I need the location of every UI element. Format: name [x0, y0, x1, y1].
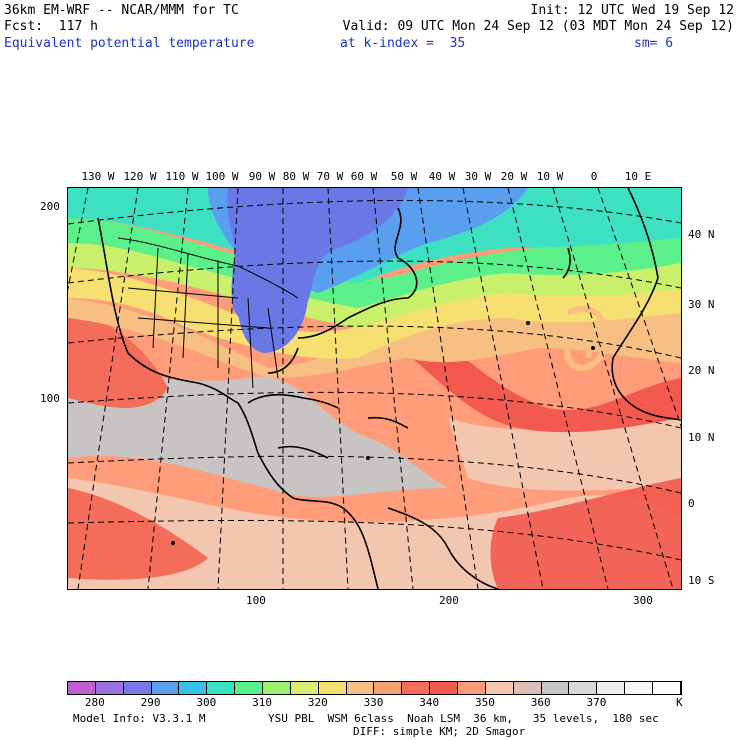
colorbar-swatch	[207, 682, 236, 694]
lon-label: 80 W	[282, 170, 310, 183]
field-peach-east	[448, 418, 681, 491]
field-yellow-green	[68, 243, 681, 328]
lon-label: 100 W	[205, 170, 239, 183]
map-canvas	[68, 188, 681, 589]
colorbar-swatch	[235, 682, 264, 694]
political-borders	[117, 237, 299, 389]
lat-label: 20 N	[688, 364, 715, 377]
colorbar-label: 290	[140, 696, 161, 709]
field-red-southwest	[68, 488, 208, 580]
valid-time: Valid: 09 UTC Mon 24 Sep 12 (03 MDT Mon …	[342, 19, 734, 34]
field-red-west	[68, 308, 168, 408]
colorbar-swatch	[569, 682, 598, 694]
colorbar-swatch	[374, 682, 403, 694]
theta-e-map	[67, 187, 682, 590]
y-grid-label-200: 200	[40, 200, 60, 213]
lon-label: 110 W	[165, 170, 199, 183]
colorbar-label: 340	[419, 696, 440, 709]
colorbar-swatch	[458, 682, 486, 694]
lon-label: 10 E	[624, 170, 652, 183]
lat-label: 0	[688, 497, 695, 510]
lon-label: 20 W	[500, 170, 528, 183]
colorbar-swatch	[430, 682, 459, 694]
colorbar-label: 350	[475, 696, 495, 709]
lon-label: 0	[590, 170, 598, 183]
forecast-hour: Fcst: 117 h	[4, 19, 98, 34]
x-grid-label-300: 300	[633, 594, 653, 607]
init-time: Init: 12 UTC Wed 19 Sep 12	[530, 3, 735, 18]
x-grid-label-200: 200	[439, 594, 459, 607]
field-gray-band	[68, 375, 448, 497]
lon-label: 60 W	[350, 170, 378, 183]
colorbar-swatch	[653, 682, 681, 694]
colorbar-swatch	[513, 682, 542, 694]
physics-info: YSU PBL WSM 6class Noah LSM 36 km, 35 le…	[268, 712, 659, 725]
colorbar-label: 280	[84, 696, 105, 709]
lat-label: 10 N	[688, 431, 715, 444]
field-name: Equivalent potential temperature	[4, 36, 255, 51]
field-cold-core-2	[236, 266, 308, 353]
field-red-east	[388, 308, 681, 433]
colorbar	[67, 681, 682, 695]
field-green	[68, 218, 681, 308]
colorbar-swatch	[597, 682, 626, 694]
colorbar-label: 360	[530, 696, 551, 709]
y-grid-label-100: 100	[40, 392, 60, 405]
lon-label: 40 W	[428, 170, 456, 183]
colorbar-swatch	[318, 682, 347, 694]
lon-label: 120 W	[123, 170, 157, 183]
level-label: at k-index = 35	[340, 36, 466, 51]
lon-label: 70 W	[316, 170, 344, 183]
coastlines	[97, 188, 681, 589]
colorbar-swatch	[541, 682, 570, 694]
colorbar-label: 370	[586, 696, 607, 709]
lat-label: 10 S	[688, 574, 715, 587]
islands	[171, 321, 595, 545]
smoothing-label: sm= 6	[634, 36, 674, 51]
lon-label: 90 W	[248, 170, 276, 183]
colorbar-swatch	[485, 682, 514, 694]
model-title: 36km EM-WRF -- NCAR/MMM for TC	[4, 3, 239, 18]
colorbar-swatch	[68, 682, 96, 694]
colorbar-swatch	[123, 682, 152, 694]
lon-label: 30 W	[464, 170, 492, 183]
colorbar-swatch	[402, 682, 431, 694]
lat-label: 40 N	[688, 228, 715, 241]
colorbar-swatch	[346, 682, 375, 694]
colorbar-swatch	[151, 682, 180, 694]
graticule	[68, 188, 681, 589]
colorbar-swatch	[263, 682, 291, 694]
lon-label: 50 W	[390, 170, 418, 183]
colorbar-label: 330	[363, 696, 384, 709]
colorbar-swatch	[95, 682, 124, 694]
lon-label: 10 W	[536, 170, 564, 183]
lon-label: 130 W	[81, 170, 115, 183]
colorbar-swatch	[625, 682, 654, 694]
colorbar-unit: K	[676, 696, 683, 709]
colorbar-swatch	[290, 682, 319, 694]
diffusion-info: DIFF: simple KM; 2D Smagor	[353, 725, 526, 738]
model-info: Model Info: V3.3.1 M	[73, 712, 206, 725]
field-red-southeast	[490, 478, 681, 589]
colorbar-swatch	[179, 682, 208, 694]
lat-label: 30 N	[688, 298, 715, 311]
colorbar-label: 300	[196, 696, 217, 709]
x-grid-label-100: 100	[246, 594, 266, 607]
colorbar-label: 310	[252, 696, 272, 709]
colorbar-label: 320	[307, 696, 328, 709]
